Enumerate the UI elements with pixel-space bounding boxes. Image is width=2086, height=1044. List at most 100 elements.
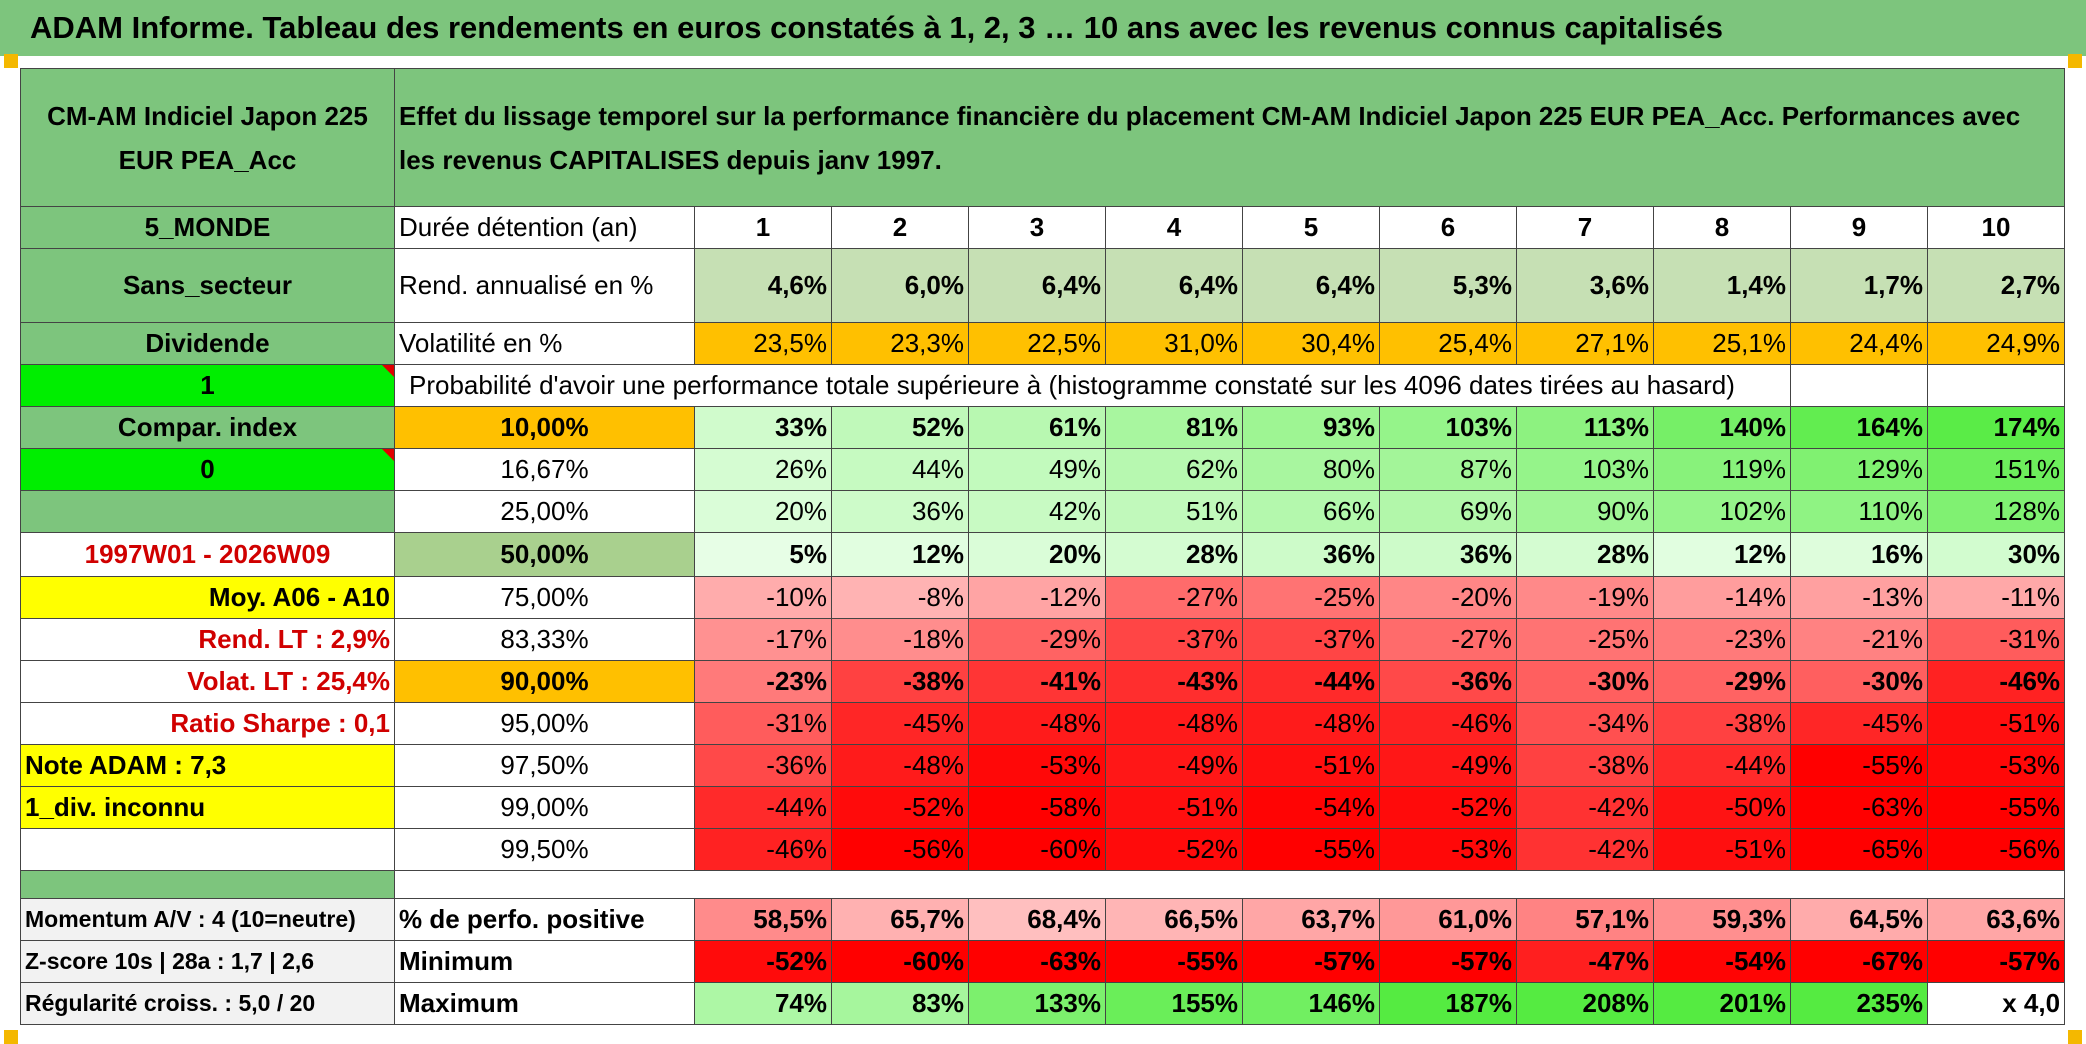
positive-cell: 58,5% — [694, 898, 832, 941]
probability-cell: -53% — [1926, 744, 2066, 787]
volat-cell: 23,5% — [694, 322, 832, 365]
volat-lt-label: Volat. LT : 25,4% — [20, 660, 395, 703]
volat-cell: 24,4% — [1790, 322, 1928, 365]
maximum-cell: 187% — [1379, 982, 1517, 1025]
probability-cell: -23% — [1653, 618, 1791, 661]
maximum-cell: 133% — [968, 982, 1106, 1025]
probability-cell: 33% — [694, 406, 832, 449]
probability-cell: -18% — [831, 618, 969, 661]
rend-cell: 6,4% — [968, 248, 1106, 323]
probability-cell: -55% — [1790, 744, 1928, 787]
corner-marker — [2068, 1030, 2082, 1044]
probability-cell: 119% — [1653, 448, 1791, 491]
probability-cell: -30% — [1790, 660, 1928, 703]
probability-cell: -48% — [1242, 702, 1380, 745]
probability-cell: -25% — [1516, 618, 1654, 661]
probability-cell: -53% — [1379, 828, 1517, 871]
probability-cell: 61% — [968, 406, 1106, 449]
probability-cell: 110% — [1790, 490, 1928, 533]
note-label: Note ADAM : 7,3 — [20, 744, 395, 787]
year-header: 2 — [831, 206, 969, 249]
probability-cell: -48% — [1105, 702, 1243, 745]
probability-cell: -46% — [1379, 702, 1517, 745]
zscore-label: Z-score 10s | 28a : 1,7 | 2,6 — [20, 940, 395, 983]
empty-cell — [20, 490, 395, 533]
probability-cell: -11% — [1926, 576, 2066, 619]
probability-cell: -17% — [694, 618, 832, 661]
probability-cell: -55% — [1242, 828, 1380, 871]
probability-cell: -49% — [1379, 744, 1517, 787]
regularite-label: Régularité croiss. : 5,0 / 20 — [20, 982, 395, 1025]
probability-cell: -30% — [1516, 660, 1654, 703]
probability-cell: 28% — [1516, 532, 1654, 577]
minimum-cell: -63% — [968, 940, 1106, 983]
rend-cell: 6,0% — [831, 248, 969, 323]
rend-cell: 5,3% — [1379, 248, 1517, 323]
probability-level: 50,00% — [394, 532, 695, 577]
probability-cell: 80% — [1242, 448, 1380, 491]
probability-cell: 36% — [831, 490, 969, 533]
probability-cell: -37% — [1105, 618, 1243, 661]
probability-cell: -54% — [1242, 786, 1380, 829]
probability-cell: 102% — [1653, 490, 1791, 533]
positive-label: % de perfo. positive — [394, 898, 695, 941]
empty-cell — [1926, 364, 2066, 407]
minimum-cell: -67% — [1790, 940, 1928, 983]
probability-cell: -34% — [1516, 702, 1654, 745]
probability-cell: -31% — [1926, 618, 2066, 661]
probability-cell: -49% — [1105, 744, 1243, 787]
maximum-label: Maximum — [394, 982, 695, 1025]
probability-cell: -52% — [831, 786, 969, 829]
probability-cell: -38% — [1653, 702, 1791, 745]
probability-cell: 90% — [1516, 490, 1654, 533]
probability-cell: -10% — [694, 576, 832, 619]
probability-cell: -51% — [1653, 828, 1791, 871]
volat-cell: 25,4% — [1379, 322, 1517, 365]
probability-cell: -48% — [831, 744, 969, 787]
sharpe-label: Ratio Sharpe : 0,1 — [20, 702, 395, 745]
probability-cell: -51% — [1105, 786, 1243, 829]
volat-cell: 24,9% — [1926, 322, 2066, 365]
probability-cell: -31% — [694, 702, 832, 745]
probability-cell: -38% — [831, 660, 969, 703]
probability-cell: -19% — [1516, 576, 1654, 619]
probability-level: 97,50% — [394, 744, 695, 787]
year-header: 1 — [694, 206, 832, 249]
volat-cell: 25,1% — [1653, 322, 1791, 365]
volat-cell: 31,0% — [1105, 322, 1243, 365]
probability-cell: -46% — [1926, 660, 2066, 703]
probability-cell: -45% — [1790, 702, 1928, 745]
probability-cell: 30% — [1926, 532, 2066, 577]
positive-cell: 57,1% — [1516, 898, 1654, 941]
dividend-value: 1 — [20, 364, 395, 407]
empty-cell — [20, 828, 395, 871]
corner-marker — [2068, 54, 2082, 68]
returns-table: CM-AM Indiciel Japon 225 EUR PEA_Acc Eff… — [20, 68, 2066, 1025]
maximum-cell: 146% — [1242, 982, 1380, 1025]
dividend-label: Dividende — [20, 322, 395, 365]
probability-cell: -20% — [1379, 576, 1517, 619]
probability-cell: 20% — [694, 490, 832, 533]
probability-cell: -60% — [968, 828, 1106, 871]
probability-cell: -56% — [1926, 828, 2066, 871]
probability-cell: -46% — [694, 828, 832, 871]
minimum-cell: -57% — [1379, 940, 1517, 983]
probability-cell: -23% — [694, 660, 832, 703]
rend-cell: 3,6% — [1516, 248, 1654, 323]
probability-cell: 129% — [1790, 448, 1928, 491]
positive-cell: 66,5% — [1105, 898, 1243, 941]
probability-cell: -52% — [1105, 828, 1243, 871]
volat-cell: 27,1% — [1516, 322, 1654, 365]
probability-cell: 12% — [1653, 532, 1791, 577]
probability-cell: -48% — [968, 702, 1106, 745]
probability-cell: -58% — [968, 786, 1106, 829]
empty-cell — [393, 870, 2066, 899]
page-title: ADAM Informe. Tableau des rendements en … — [0, 0, 2086, 56]
probability-cell: -42% — [1516, 786, 1654, 829]
maximum-cell: 201% — [1653, 982, 1791, 1025]
volat-label: Volatilité en % — [394, 322, 695, 365]
positive-cell: 63,6% — [1926, 898, 2066, 941]
probability-cell: -55% — [1926, 786, 2066, 829]
probability-cell: -45% — [831, 702, 969, 745]
probability-cell: -25% — [1242, 576, 1380, 619]
